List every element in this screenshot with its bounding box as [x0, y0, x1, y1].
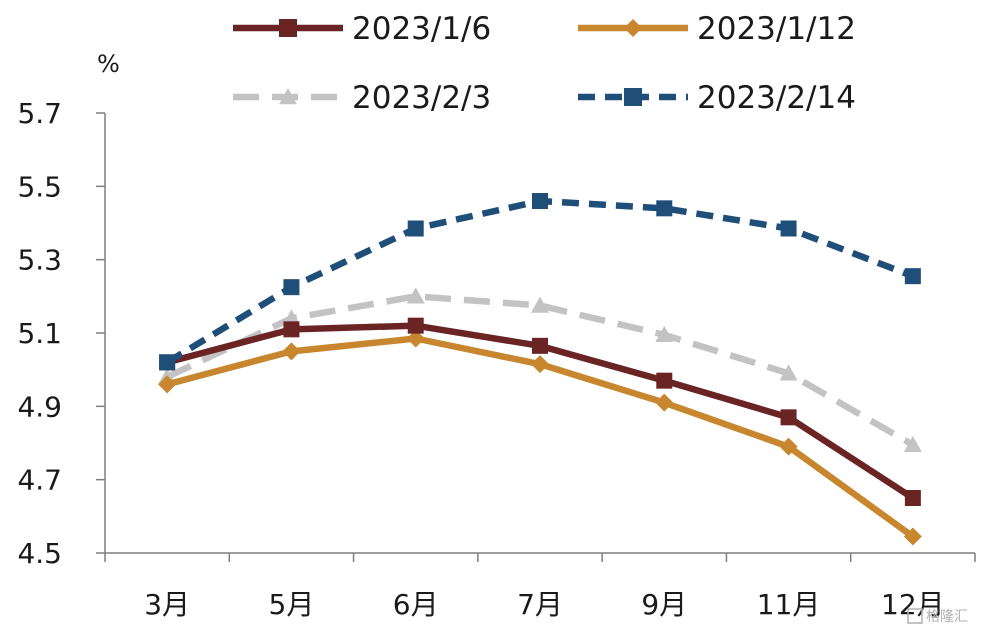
data-point-marker — [407, 317, 424, 334]
data-point-marker — [624, 88, 642, 106]
data-point-marker — [407, 220, 424, 237]
x-tick-label: 5月 — [269, 588, 315, 621]
y-tick-label: 5.1 — [17, 317, 62, 350]
y-tick-label: 5.3 — [17, 244, 62, 277]
legend-label: 2023/2/14 — [697, 80, 856, 116]
y-axis-unit: % — [97, 50, 120, 78]
data-point-marker — [779, 364, 798, 381]
data-point-marker — [904, 490, 921, 506]
data-point-marker — [406, 329, 425, 348]
data-point-marker — [531, 355, 549, 374]
data-point-marker — [779, 437, 798, 456]
series-layer — [158, 193, 922, 546]
data-point-marker — [279, 88, 297, 105]
data-point-marker — [279, 19, 297, 37]
y-tick-label: 4.5 — [17, 537, 62, 570]
legend-label: 2023/1/12 — [697, 11, 856, 47]
legend: 2023/1/6 2023/1/12 2023/2/3 2023/2/14 — [233, 11, 856, 116]
data-point-marker — [903, 435, 922, 453]
x-tick-label: 9月 — [641, 588, 687, 621]
data-point-marker — [624, 19, 642, 37]
watermark-logo-icon — [907, 608, 923, 624]
data-point-marker — [903, 527, 922, 546]
y-axis: 4.5 4.7 4.9 5.1 5.3 5.5 5.7 — [17, 97, 106, 570]
x-tick-label: 7月 — [517, 588, 563, 621]
data-point-marker — [780, 409, 797, 426]
series-2023/1/6 — [159, 317, 921, 506]
data-point-marker — [282, 342, 301, 361]
legend-label: 2023/2/3 — [352, 80, 491, 116]
data-point-marker — [532, 193, 548, 209]
y-tick-label: 5.5 — [17, 170, 62, 203]
data-point-marker — [406, 287, 425, 304]
data-point-marker — [780, 220, 797, 237]
legend-item: 2023/2/3 — [233, 80, 491, 116]
x-tick-label: 3月 — [144, 588, 190, 621]
y-tick-label: 4.7 — [17, 464, 62, 497]
legend-item: 2023/1/12 — [578, 11, 856, 47]
series-2023/1/12 — [158, 329, 922, 546]
data-point-marker — [283, 321, 300, 338]
series-2023/2/14 — [159, 193, 921, 371]
x-tick-label: 11月 — [757, 588, 821, 621]
watermark: 格隆汇 — [907, 608, 968, 625]
data-point-marker — [283, 279, 300, 296]
x-axis: 3月 5月 6月 7月 9月 11月 12月 — [104, 552, 976, 621]
data-point-marker — [656, 200, 673, 217]
data-point-marker — [532, 337, 548, 354]
data-point-marker — [531, 296, 549, 313]
data-point-marker — [158, 375, 177, 394]
data-point-marker — [655, 325, 674, 343]
legend-item: 2023/2/14 — [578, 80, 856, 116]
x-tick-label: 12月 — [881, 588, 945, 621]
data-point-marker — [656, 372, 673, 389]
y-tick-label: 5.7 — [17, 97, 62, 130]
legend-item: 2023/1/6 — [233, 11, 491, 47]
x-tick-label: 6月 — [393, 588, 439, 621]
data-point-marker — [159, 354, 176, 371]
watermark-text: 格隆汇 — [926, 609, 968, 625]
data-point-marker — [655, 393, 674, 412]
y-tick-label: 4.9 — [17, 390, 62, 423]
legend-label: 2023/1/6 — [352, 11, 491, 47]
data-point-marker — [904, 268, 921, 285]
